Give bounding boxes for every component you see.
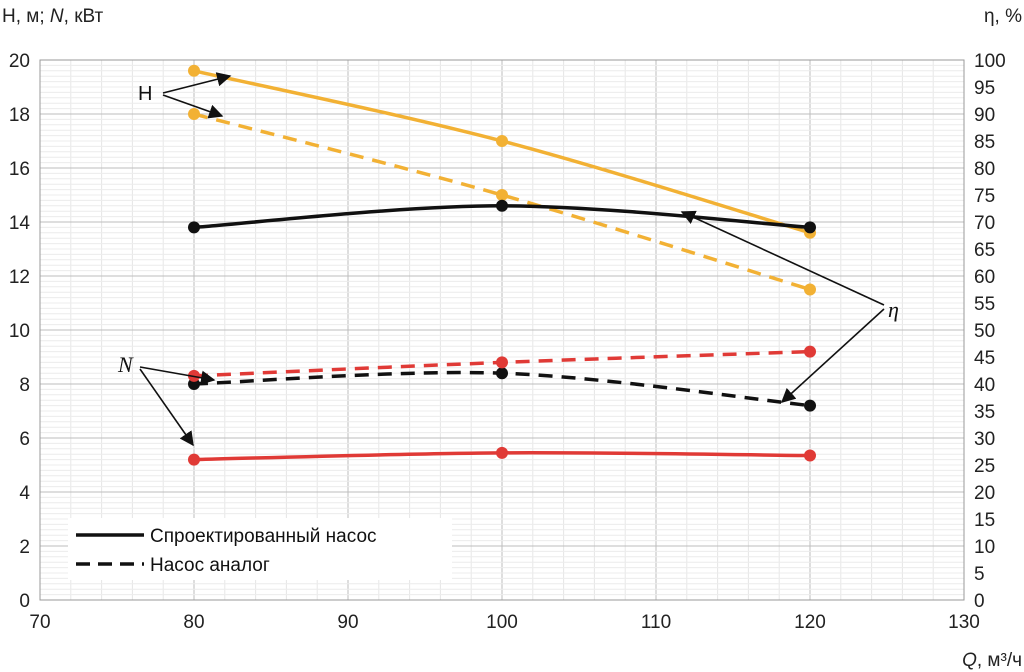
y-right-tick-label: 65 xyxy=(974,240,995,261)
x-tick-label: 80 xyxy=(183,612,204,633)
y-right-tick-label: 100 xyxy=(974,51,1006,72)
y-left-tick-label: 14 xyxy=(9,213,31,234)
annotation-H-arrow-1 xyxy=(162,72,232,94)
x-axis-title: Q, м³/ч xyxy=(962,650,1022,671)
y-left-tick-label: 12 xyxy=(9,267,30,288)
y-right-tick-label: 10 xyxy=(974,537,995,558)
y-left-tick-label: 10 xyxy=(9,321,30,342)
series xyxy=(188,64,816,466)
data-point-H-designed xyxy=(496,135,508,147)
plot-frame xyxy=(39,59,965,601)
data-point-eta-designed xyxy=(188,221,200,234)
y-left-tick-label: 4 xyxy=(19,483,30,504)
y-right-tick-label: 15 xyxy=(974,510,995,531)
data-point-H-analog xyxy=(804,283,816,296)
y-right-tick-label: 85 xyxy=(974,132,995,153)
data-point-N-analog xyxy=(496,356,508,369)
y-left-axis-title: H, м; N, кВт xyxy=(2,6,104,27)
data-point-eta-designed xyxy=(804,221,816,234)
y-right-tick-label: 30 xyxy=(974,429,995,450)
y-right-tick-label: 50 xyxy=(974,321,995,342)
annotation-H: H xyxy=(138,72,232,119)
legend: Спроектированный насос Насос аналог xyxy=(68,518,452,580)
y-left-tick-label: 20 xyxy=(9,51,30,72)
annotation-N: N xyxy=(117,352,216,447)
annotation-eta-arrow-2 xyxy=(780,308,885,403)
annotation-H-label: H xyxy=(138,83,152,105)
y-left-tick-label: 0 xyxy=(19,591,30,612)
series-line-H-analog xyxy=(193,112,811,292)
legend-label-analog: Насос аналог xyxy=(150,555,270,576)
x-tick-label: 110 xyxy=(641,612,671,633)
x-tick-label: 130 xyxy=(948,612,980,633)
annotation-eta: η xyxy=(680,210,899,403)
y-left-tick-label: 6 xyxy=(19,429,30,450)
data-point-eta-designed xyxy=(496,199,508,212)
y-right-tick-label: 60 xyxy=(974,267,995,288)
y-right-tick-label: 40 xyxy=(974,375,995,396)
annotation-eta-label: η xyxy=(888,297,899,322)
annotation-N-arrow-2 xyxy=(139,368,194,447)
y-right-axis-title: η, % xyxy=(984,6,1022,27)
y-right-tick-label: 0 xyxy=(974,591,985,612)
annotation-eta-arrow-1 xyxy=(680,210,885,306)
y-right-tick-label: 45 xyxy=(974,348,995,369)
data-point-N-designed xyxy=(804,449,816,462)
x-tick-label: 70 xyxy=(29,612,50,633)
y-right-tick-label: 80 xyxy=(974,159,995,180)
data-point-H-designed xyxy=(188,64,200,77)
data-point-N-analog xyxy=(804,345,816,358)
y-right-tick-label: 20 xyxy=(974,483,995,504)
annotation-H-arrow-2 xyxy=(162,94,224,119)
legend-label-designed: Спроектированный насос xyxy=(150,526,377,547)
y-left-tick-label: 2 xyxy=(19,537,30,558)
y-right-tick-label: 5 xyxy=(974,564,985,585)
y-left-tick-label: 18 xyxy=(9,105,30,126)
data-point-N-designed xyxy=(496,446,508,459)
y-right-tick-label: 75 xyxy=(974,186,995,207)
x-tick-label: 120 xyxy=(794,612,826,633)
x-tick-label: 90 xyxy=(337,612,358,633)
annotation-N-arrow-1 xyxy=(139,366,216,385)
data-point-eta-analog xyxy=(496,367,508,380)
y-left-tick-label: 8 xyxy=(19,375,30,396)
data-point-H-analog xyxy=(496,189,508,201)
tick-labels: 70 80 90 100 110 120 1300246810121416182005101… xyxy=(9,51,1006,633)
y-right-tick-label: 90 xyxy=(974,105,995,126)
y-right-tick-label: 55 xyxy=(974,294,995,315)
x-tick-label: 100 xyxy=(486,612,518,633)
y-right-tick-label: 95 xyxy=(974,78,995,99)
y-left-tick-label: 16 xyxy=(9,159,30,180)
y-right-tick-label: 70 xyxy=(974,213,995,234)
data-point-N-designed xyxy=(188,453,200,466)
data-point-H-analog xyxy=(188,108,200,120)
y-right-tick-label: 25 xyxy=(974,456,995,477)
legend-background xyxy=(68,518,452,580)
annotation-N-label: N xyxy=(117,352,134,377)
data-point-eta-analog xyxy=(804,399,816,412)
y-right-tick-label: 35 xyxy=(974,402,995,423)
